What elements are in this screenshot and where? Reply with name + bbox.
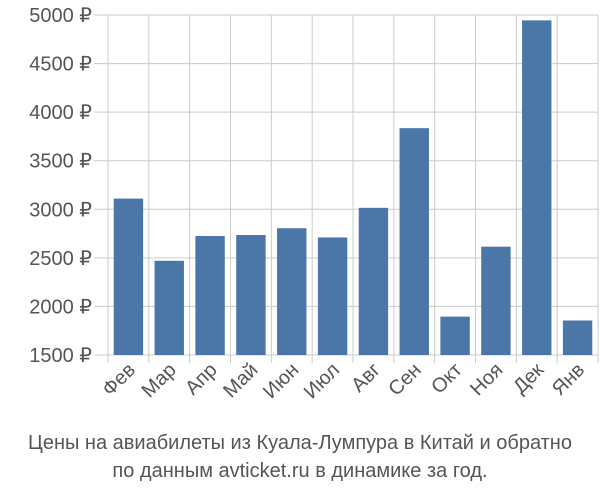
bar [154, 260, 184, 355]
bar [481, 246, 511, 355]
bar [236, 235, 266, 355]
y-tick-label: 3500 ₽ [29, 151, 92, 173]
bar [358, 207, 389, 355]
bar [195, 236, 225, 355]
y-tick-label: 4000 ₽ [29, 102, 92, 124]
chart-caption-line-1: Цены на авиабилеты из Куала-Лумпура в Ки… [28, 432, 572, 454]
bar [399, 128, 429, 355]
bars-layer [113, 20, 593, 355]
x-tick-label: Дек [509, 359, 548, 398]
x-tick-label: Май [219, 359, 262, 402]
x-tick-label: Сен [384, 359, 425, 400]
y-axis: 1500 ₽ 2000 ₽ 2500 ₽ 3000 ₽ 3500 ₽ 4000 ₽ 4500… [29, 5, 92, 367]
y-tick-label: 2000 ₽ [29, 296, 92, 318]
y-tick-label: 5000 ₽ [29, 5, 92, 27]
bar [522, 20, 552, 355]
x-tick-label: Апр [181, 359, 222, 400]
x-tick-label: Окт [427, 359, 466, 398]
chart-caption-line-2: по данным avticket.ru в динамике за год. [112, 460, 488, 482]
bar-chart: 1500 ₽ 2000 ₽ 2500 ₽ 3000 ₽ 3500 ₽ 4000 ₽ 4500… [29, 5, 599, 403]
bar [440, 316, 470, 355]
y-tick-label: 2500 ₽ [29, 248, 92, 270]
y-tick-label: 1500 ₽ [29, 345, 92, 367]
bar [562, 320, 593, 355]
bar [317, 237, 348, 355]
bar [113, 198, 144, 355]
bar [277, 228, 307, 355]
y-tick-label: 4500 ₽ [29, 54, 92, 76]
x-tick-label: Июл [300, 359, 344, 403]
x-tick-label: Мар [138, 359, 181, 402]
grid-layer [94, 14, 599, 363]
x-tick-label: Июн [259, 359, 303, 403]
x-tick-label: Фев [98, 359, 140, 401]
x-tick-label: Ноя [466, 359, 507, 400]
y-tick-label: 3000 ₽ [29, 199, 92, 221]
x-tick-label: Янв [548, 359, 589, 400]
x-tick-label: Авг [347, 359, 385, 397]
